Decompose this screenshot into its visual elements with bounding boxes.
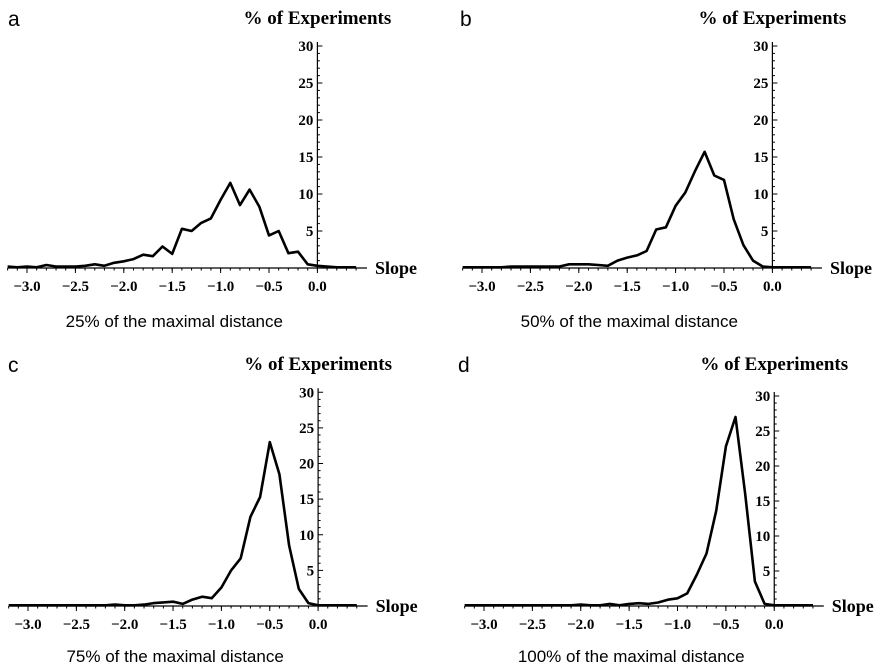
- y-tick-label: 30: [755, 389, 770, 405]
- x-tick-label: −0.5: [255, 279, 282, 295]
- x-tick-label: −3.0: [470, 617, 497, 633]
- y-tick-label: 5: [761, 224, 769, 240]
- panel-caption: 100% of the maximal distance: [518, 647, 745, 664]
- y-tick-label: 15: [299, 492, 314, 508]
- x-tick-label: −0.5: [712, 617, 739, 633]
- x-tick-label: −1.0: [662, 279, 689, 295]
- panel-a: a % of Experiments Slope −3.0 −2.5 −2.0 −1.5 −1…: [7, 8, 417, 331]
- x-tick-label: −2.0: [567, 617, 594, 633]
- y-tick-label: 20: [753, 113, 768, 129]
- y-axis-title: % of Experiments: [244, 8, 392, 29]
- x-tick-label: 0.0: [763, 279, 782, 295]
- x-tick-label: −3.0: [468, 279, 495, 295]
- x-tick-label: −2.5: [63, 617, 90, 633]
- x-tick-label: −3.0: [14, 617, 41, 633]
- panel-c: c % of Experiments Slope −3.0 −2.5 −2.0 −1.5 −1…: [8, 354, 418, 664]
- data-series-line: [464, 415, 813, 607]
- y-tick-label: 20: [755, 459, 770, 475]
- y-tick-label: 15: [753, 150, 768, 166]
- x-tick-label: −2.5: [62, 279, 89, 295]
- panel-letter: b: [460, 8, 472, 31]
- panel-d: d % of Experiments Slope −3.0 −2.5 −2.0 −1.5 −1…: [458, 354, 874, 664]
- y-tick-label: 15: [755, 494, 770, 510]
- x-tick-label: −1.0: [664, 617, 691, 633]
- x-tick-label: −1.5: [159, 279, 186, 295]
- panel-letter: c: [8, 354, 19, 377]
- y-tick-label: 30: [753, 39, 768, 55]
- data-series-line: [7, 181, 357, 269]
- x-tick-label: −3.0: [13, 279, 40, 295]
- data-series-line: [462, 150, 812, 269]
- panel-letter: a: [8, 8, 20, 31]
- x-tick-label: −1.5: [159, 617, 186, 633]
- panel-caption: 50% of the maximal distance: [521, 312, 738, 331]
- y-tick-label: 5: [763, 564, 771, 580]
- panel-caption: 25% of the maximal distance: [66, 312, 283, 331]
- panel-caption: 75% of the maximal distance: [66, 647, 283, 664]
- y-tick-label: 25: [755, 424, 770, 440]
- x-tick-label: −2.5: [519, 617, 546, 633]
- x-tick-label: 0.0: [309, 617, 328, 633]
- x-tick-label: −0.5: [710, 279, 737, 295]
- data-series-line: [8, 440, 357, 607]
- x-tick-label: −0.5: [256, 617, 283, 633]
- y-tick-label: 10: [753, 187, 768, 203]
- x-tick-label: 0.0: [308, 279, 327, 295]
- x-tick-label: −1.0: [207, 279, 234, 295]
- y-tick-label: 25: [299, 421, 314, 437]
- y-tick-label: 10: [755, 529, 770, 545]
- y-tick-label: 5: [307, 563, 315, 579]
- x-tick-label: −2.0: [110, 279, 137, 295]
- y-tick-label: 25: [753, 76, 768, 92]
- y-tick-label: 25: [298, 76, 313, 92]
- y-tick-label: 15: [298, 150, 313, 166]
- x-tick-label: −1.5: [615, 617, 642, 633]
- y-tick-label: 30: [299, 385, 314, 401]
- x-axis-title: Slope: [832, 596, 874, 616]
- x-axis-title: Slope: [830, 258, 872, 278]
- y-axis-title: % of Experiments: [699, 8, 847, 29]
- x-tick-label: −2.0: [111, 617, 138, 633]
- y-axis-title: % of Experiments: [244, 354, 392, 375]
- y-tick-label: 20: [299, 457, 314, 473]
- x-tick-label: −1.5: [614, 279, 641, 295]
- x-tick-label: −1.0: [208, 617, 235, 633]
- x-axis-title: Slope: [375, 258, 417, 278]
- y-tick-label: 5: [306, 224, 314, 240]
- y-tick-label: 30: [298, 39, 313, 55]
- y-axis-title: % of Experiments: [700, 354, 848, 375]
- x-tick-label: −2.0: [565, 279, 592, 295]
- y-tick-label: 20: [298, 113, 313, 129]
- panel-letter: d: [458, 354, 470, 377]
- panel-b: b % of Experiments Slope −3.0 −2.5 −2.0 −1.5 −1…: [460, 8, 872, 331]
- x-tick-label: 0.0: [765, 617, 784, 633]
- x-tick-label: −2.5: [517, 279, 544, 295]
- y-tick-label: 10: [298, 187, 313, 203]
- y-tick-label: 10: [299, 528, 314, 544]
- x-axis-title: Slope: [376, 596, 418, 616]
